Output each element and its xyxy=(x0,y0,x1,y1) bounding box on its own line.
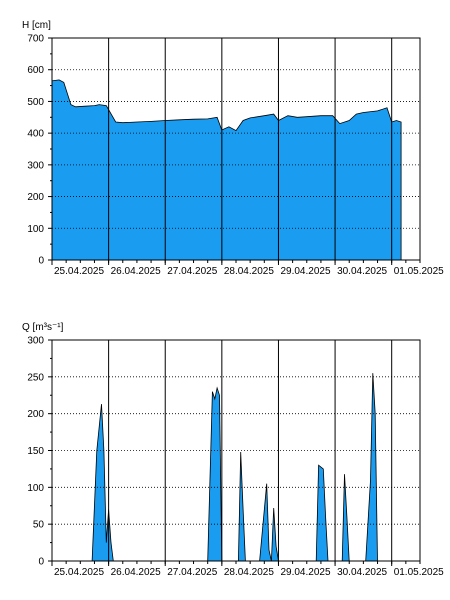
x-tick-label: 28.04.2025 xyxy=(224,567,274,578)
y-tick-label: 100 xyxy=(27,483,44,494)
series-area xyxy=(52,373,420,562)
y-tick-label: 200 xyxy=(27,409,44,420)
plot-frame xyxy=(51,37,421,261)
y-tick-label: 250 xyxy=(27,372,44,383)
y-tick-label: 700 xyxy=(27,34,44,45)
x-tick-label: 28.04.2025 xyxy=(224,266,274,277)
y-tick-label: 500 xyxy=(27,97,44,108)
y-tick-label: 150 xyxy=(27,446,44,457)
x-tick-label: 25.04.2025 xyxy=(54,567,104,578)
y-axis-label: Q [m³s⁻¹] xyxy=(22,322,64,333)
series-area xyxy=(51,79,402,261)
y-tick-label: 300 xyxy=(27,336,44,347)
x-tick-label: 26.04.2025 xyxy=(111,266,161,277)
y-tick-label: 0 xyxy=(38,557,44,568)
y-tick-label: 200 xyxy=(27,192,44,203)
plot-frame xyxy=(51,339,421,562)
x-tick-label: 26.04.2025 xyxy=(111,567,161,578)
y-tick-label: 50 xyxy=(33,520,45,531)
x-tick-label: 29.04.2025 xyxy=(280,266,330,277)
x-tick-label: 01.05.2025 xyxy=(394,567,444,578)
y-tick-label: 100 xyxy=(27,224,44,235)
x-tick-label: 30.04.2025 xyxy=(337,266,387,277)
x-tick-label: 27.04.2025 xyxy=(167,567,217,578)
x-tick-label: 30.04.2025 xyxy=(337,567,387,578)
y-axis-label: H [cm] xyxy=(22,20,51,31)
y-tick-label: 300 xyxy=(27,160,44,171)
x-tick-label: 01.05.2025 xyxy=(394,266,444,277)
y-tick-label: 400 xyxy=(27,129,44,140)
x-tick-label: 25.04.2025 xyxy=(54,266,104,277)
y-tick-label: 600 xyxy=(27,65,44,76)
y-tick-label: 0 xyxy=(38,256,44,267)
x-tick-label: 29.04.2025 xyxy=(280,567,330,578)
x-tick-label: 27.04.2025 xyxy=(167,266,217,277)
